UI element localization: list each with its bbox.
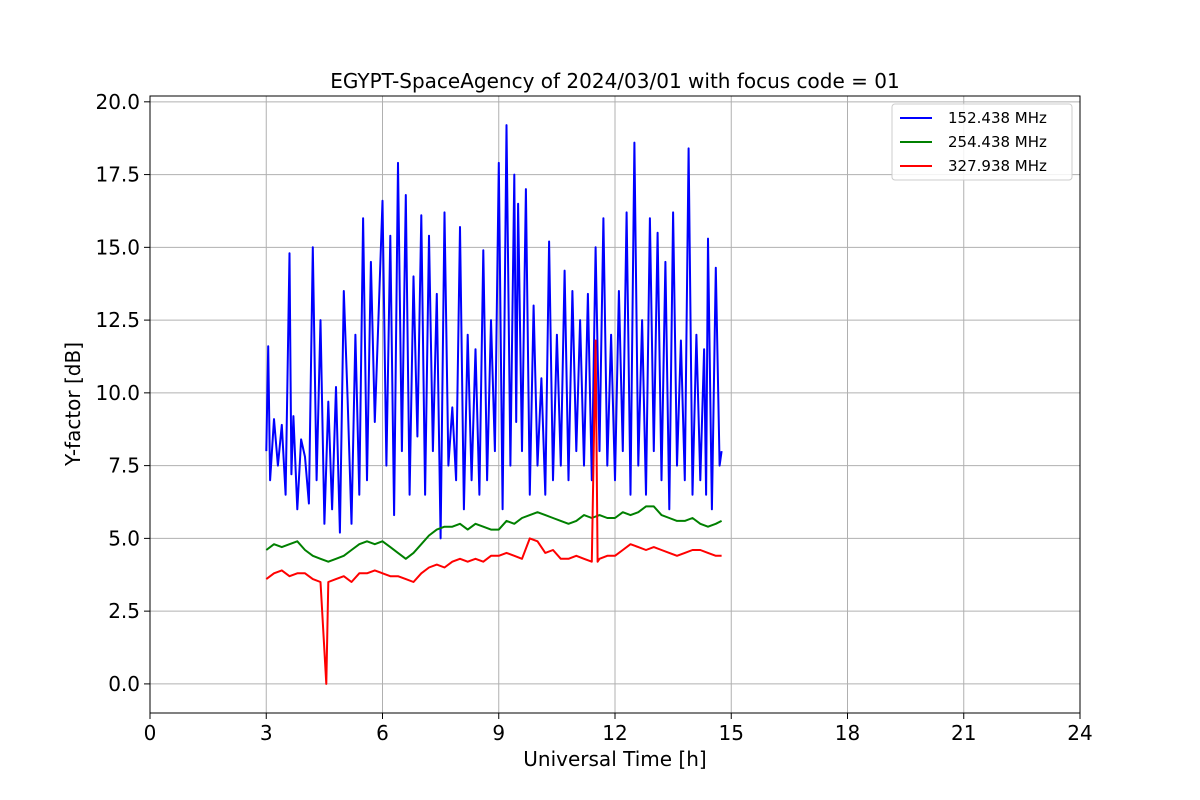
y-tick-label: 5.0: [108, 526, 140, 550]
y-tick-label: 7.5: [108, 454, 140, 478]
x-axis: 0 3 6 9 12 15 18 21 24: [144, 713, 1093, 745]
x-tick-label: 9: [492, 721, 505, 745]
series-line-1: [265, 505, 723, 563]
x-tick-label: 24: [1067, 721, 1092, 745]
x-axis-label: Universal Time [h]: [523, 747, 706, 771]
legend-label-0: 152.438 MHz: [948, 109, 1047, 127]
legend: 152.438 MHz 254.438 MHz 327.938 MHz: [891, 103, 1073, 181]
y-axis: 0.0 2.5 5.0 7.5 10.0 12.5 15.0 17.5 20.0: [95, 90, 150, 696]
series-line-0: [265, 124, 723, 540]
x-tick-label: 18: [835, 721, 860, 745]
series-line-2: [265, 339, 722, 685]
legend-box: [891, 103, 1073, 181]
y-axis-label: Y-factor [dB]: [61, 342, 85, 467]
x-tick-label: 12: [602, 721, 627, 745]
y-tick-label: 10.0: [95, 381, 140, 405]
y-tick-label: 20.0: [95, 90, 140, 114]
x-tick-label: 6: [376, 721, 389, 745]
x-tick-label: 21: [951, 721, 976, 745]
legend-label-2: 327.938 MHz: [948, 157, 1047, 175]
x-tick-label: 3: [260, 721, 273, 745]
y-tick-label: 17.5: [95, 163, 140, 187]
y-tick-label: 2.5: [108, 599, 140, 623]
series-group: [265, 124, 723, 685]
y-tick-label: 12.5: [95, 308, 140, 332]
y-tick-label: 15.0: [95, 235, 140, 259]
x-tick-label: 0: [144, 721, 157, 745]
chart-title: EGYPT-SpaceAgency of 2024/03/01 with foc…: [330, 69, 899, 93]
y-tick-label: 0.0: [108, 672, 140, 696]
legend-label-1: 254.438 MHz: [948, 133, 1047, 151]
x-tick-label: 15: [719, 721, 744, 745]
